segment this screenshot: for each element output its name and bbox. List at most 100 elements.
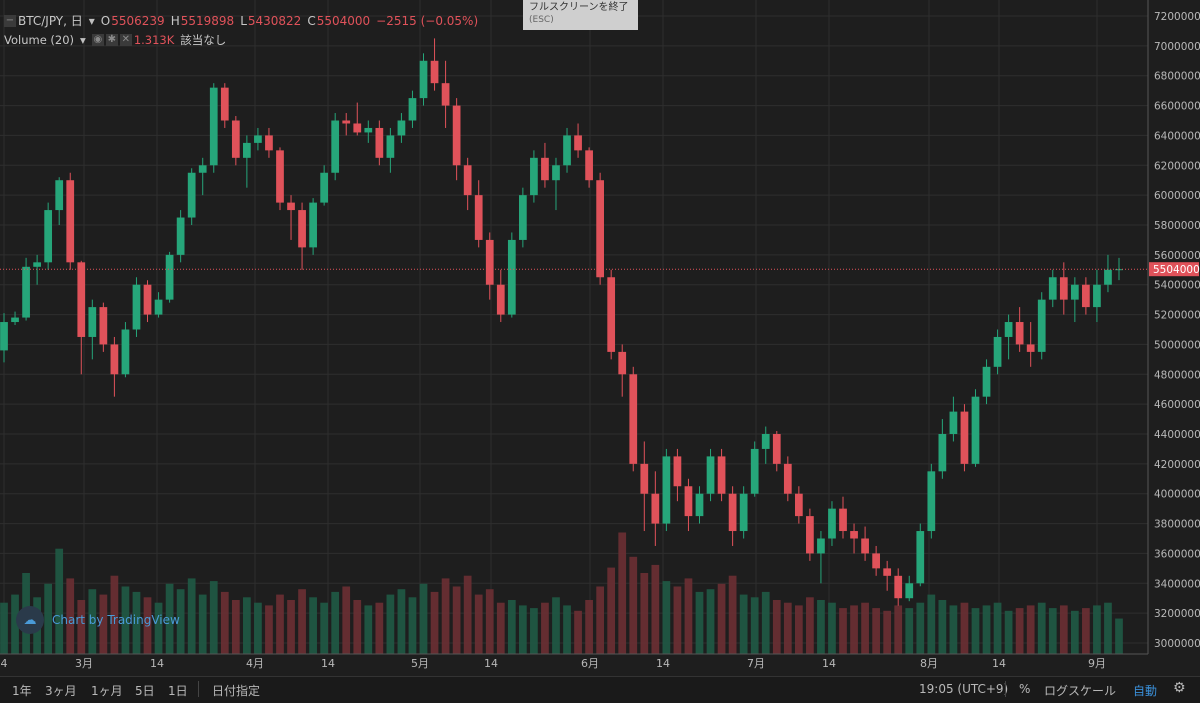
- gear-icon[interactable]: ⚙: [1173, 680, 1186, 696]
- time-axis[interactable]: 4 3月 14 4月 14 5月 14 6月 14 7月 14 8月 14 9月: [1, 657, 1107, 670]
- high-label: H: [170, 13, 180, 28]
- volume-bar: [220, 591, 229, 654]
- candle-body: [552, 165, 560, 181]
- volume-bar: [485, 589, 494, 654]
- candle-body: [949, 411, 958, 434]
- volume-bar: [761, 591, 770, 654]
- price-axis[interactable]: 3000000 3200000 3400000 3600000 3800000 40000…: [1154, 11, 1200, 650]
- candle-body: [496, 284, 505, 315]
- candle-body: [883, 568, 892, 576]
- volume-bar: [55, 548, 64, 654]
- candle-body: [364, 127, 373, 133]
- candle-body: [55, 180, 64, 211]
- goto-date-button[interactable]: 日付指定: [212, 684, 261, 698]
- candle-body: [77, 262, 86, 337]
- price-tick-label: 6400000: [1154, 130, 1200, 142]
- range-1m-button[interactable]: 1ヶ月: [91, 684, 123, 698]
- range-3m-button[interactable]: 3ヶ月: [45, 684, 77, 698]
- volume-bar: [132, 591, 141, 654]
- candle-body: [231, 120, 240, 158]
- candle-body: [507, 239, 516, 315]
- candle-body: [596, 180, 605, 278]
- exit-fullscreen-tooltip[interactable]: フルスクリーンを終了 (ESC): [523, 0, 638, 30]
- candle-body: [1026, 344, 1035, 352]
- candle-body: [22, 266, 30, 318]
- candle-body: [132, 284, 141, 330]
- open-value: 5506239: [111, 13, 165, 28]
- percent-toggle[interactable]: %: [1019, 682, 1031, 696]
- candle-body: [783, 463, 792, 494]
- price-tick-label: 5800000: [1154, 220, 1200, 232]
- candle-body: [121, 329, 130, 375]
- symbol-label[interactable]: BTC/JPY, 日: [18, 14, 83, 28]
- candle-body: [1059, 277, 1068, 300]
- volume-bar: [960, 602, 969, 654]
- volume-bar: [783, 602, 792, 654]
- volume-bar: [386, 594, 395, 654]
- volume-na-label: 該当なし: [180, 33, 227, 47]
- volume-bar: [496, 602, 505, 654]
- volume-bar: [121, 586, 130, 654]
- volume-bar: [99, 594, 108, 654]
- volume-bar: [342, 586, 351, 654]
- volume-bar: [88, 589, 97, 654]
- candle-body: [1070, 284, 1079, 300]
- volume-study-label[interactable]: Volume (20): [4, 33, 75, 47]
- close-value: 5504000: [316, 13, 371, 28]
- volume-bar: [772, 600, 781, 654]
- candle-body: [254, 135, 262, 143]
- candle-body: [452, 105, 461, 166]
- candle-body: [1082, 284, 1090, 308]
- candle-body: [739, 493, 748, 532]
- candle-body: [695, 493, 704, 517]
- range-1y-button[interactable]: 1年: [12, 684, 32, 698]
- candle-body: [143, 284, 152, 315]
- range-5d-button[interactable]: 5日: [135, 684, 155, 698]
- volume-bar: [684, 578, 693, 654]
- time-tick-label: 6月: [581, 657, 599, 670]
- price-tick-label: 5400000: [1154, 280, 1200, 292]
- volume-bar: [916, 602, 925, 654]
- candle-body: [750, 448, 759, 494]
- candle-body: [209, 87, 218, 166]
- volume-bar: [872, 608, 880, 654]
- log-scale-toggle[interactable]: ログスケール: [1044, 684, 1117, 698]
- candle-body: [44, 210, 53, 263]
- volume-bar: [1082, 608, 1090, 654]
- gear-icon[interactable]: ✱: [105, 34, 118, 46]
- volume-bar: [530, 608, 538, 654]
- auto-scale-toggle[interactable]: 自動: [1133, 684, 1158, 698]
- tooltip-title: フルスクリーンを終了: [529, 2, 629, 13]
- volume-bar: [552, 597, 560, 654]
- candle-body: [960, 411, 969, 464]
- time-tick-label: 14: [484, 657, 498, 670]
- collapse-icon[interactable]: −: [4, 14, 16, 27]
- volume-bar: [353, 600, 362, 654]
- candle-body: [673, 456, 682, 487]
- bottom-toolbar: 1年 3ヶ月 1ヶ月 5日 1日 日付指定 19:05 (UTC+9) % ログ…: [0, 676, 1200, 703]
- price-tick-label: 3000000: [1154, 638, 1200, 650]
- timezone-button[interactable]: 19:05 (UTC+9): [919, 682, 1009, 696]
- range-1d-button[interactable]: 1日: [168, 684, 188, 698]
- volume-bar: [927, 594, 936, 654]
- current-price-label: 5504000: [1153, 264, 1200, 276]
- candle-body: [817, 538, 825, 554]
- candle-body: [728, 493, 737, 532]
- eye-icon[interactable]: ◉: [91, 34, 104, 46]
- price-chart[interactable]: 5504000 3000000 3200000 3400000 3600000 3800…: [0, 0, 1200, 676]
- volume-bar: [1104, 602, 1112, 654]
- tradingview-watermark[interactable]: ☁ Chart by TradingView: [16, 606, 180, 634]
- close-icon[interactable]: ✕: [119, 34, 132, 46]
- volume-bar: [596, 586, 605, 654]
- volume-bar: [1093, 605, 1101, 654]
- candle-body: [298, 210, 306, 248]
- candle-body: [287, 202, 295, 211]
- volume-bar: [706, 589, 715, 654]
- chevron-down-icon[interactable]: ▾: [80, 33, 86, 47]
- volume-bar: [243, 597, 251, 654]
- chevron-down-icon[interactable]: ▾: [88, 13, 95, 28]
- price-tick-label: 6200000: [1154, 160, 1200, 172]
- volume-bar: [254, 602, 262, 654]
- volume-bar: [541, 602, 549, 654]
- volume-bar: [231, 600, 240, 654]
